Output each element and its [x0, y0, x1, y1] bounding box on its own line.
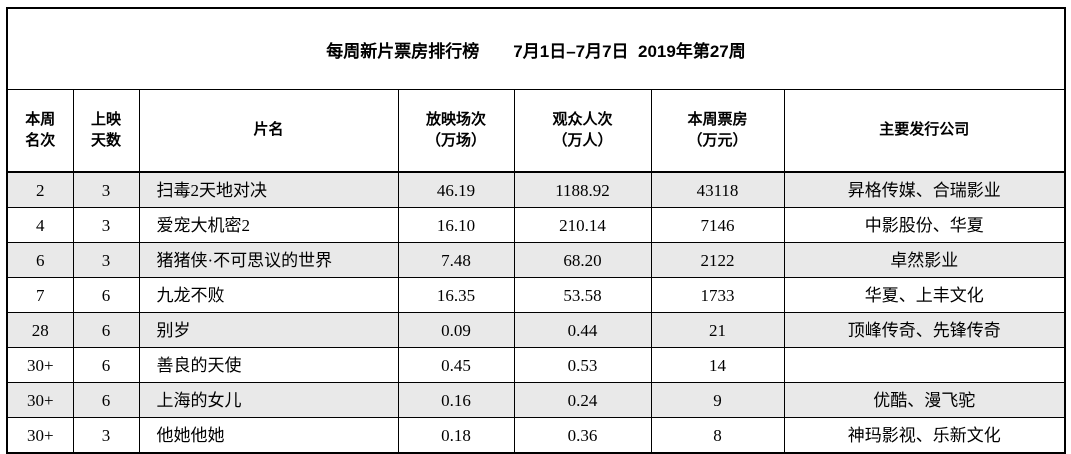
cell-rank: 6	[6, 242, 74, 278]
cell-screenings: 7.48	[397, 242, 515, 278]
cell-days: 6	[72, 312, 140, 348]
cell-days: 3	[72, 242, 140, 278]
cell-admissions: 0.53	[513, 347, 652, 383]
cell-rank: 4	[6, 207, 74, 243]
cell-distributor: 优酷、漫飞驼	[783, 382, 1066, 418]
cell-admissions: 210.14	[513, 207, 652, 243]
cell-days: 3	[72, 171, 140, 208]
cell-film: 九龙不败	[138, 277, 399, 313]
cell-rank: 7	[6, 277, 74, 313]
cell-box-office: 7146	[650, 207, 785, 243]
col-header-film: 片名	[138, 89, 399, 173]
col-header-admissions: 观众人次 （万人）	[513, 89, 652, 173]
cell-screenings: 0.45	[397, 347, 515, 383]
cell-box-office: 8	[650, 417, 785, 454]
cell-box-office: 14	[650, 347, 785, 383]
cell-admissions: 68.20	[513, 242, 652, 278]
table-row: 4 3 爱宠大机密2 16.10 210.14 7146 中影股份、华夏	[6, 207, 1066, 243]
cell-screenings: 16.10	[397, 207, 515, 243]
cell-film: 上海的女儿	[138, 382, 399, 418]
cell-distributor: 顶峰传奇、先锋传奇	[783, 312, 1066, 348]
col-header-distributor: 主要发行公司	[783, 89, 1066, 173]
cell-film: 善良的天使	[138, 347, 399, 383]
cell-box-office: 9	[650, 382, 785, 418]
cell-days: 6	[72, 382, 140, 418]
table-row: 2 3 扫毒2天地对决 46.19 1188.92 43118 昇格传媒、合瑞影…	[6, 171, 1066, 208]
cell-rank: 30+	[6, 347, 74, 383]
cell-screenings: 0.09	[397, 312, 515, 348]
col-header-screenings: 放映场次 （万场）	[397, 89, 515, 173]
table-row: 30+ 3 他她他她 0.18 0.36 8 神玛影视、乐新文化	[6, 417, 1066, 454]
cell-screenings: 16.35	[397, 277, 515, 313]
weekly-box-office-table: 每周新片票房排行榜 7月1日–7月7日 2019年第27周 本周 名次 上映 天…	[6, 7, 1067, 454]
cell-box-office: 1733	[650, 277, 785, 313]
cell-days: 3	[72, 207, 140, 243]
cell-distributor: 中影股份、华夏	[783, 207, 1066, 243]
cell-rank: 28	[6, 312, 74, 348]
cell-film: 扫毒2天地对决	[138, 171, 399, 208]
cell-box-office: 2122	[650, 242, 785, 278]
cell-film: 别岁	[138, 312, 399, 348]
cell-rank: 30+	[6, 417, 74, 454]
cell-film: 爱宠大机密2	[138, 207, 399, 243]
table-row: 28 6 别岁 0.09 0.44 21 顶峰传奇、先锋传奇	[6, 312, 1066, 348]
cell-admissions: 0.24	[513, 382, 652, 418]
table-row: 30+ 6 善良的天使 0.45 0.53 14	[6, 347, 1066, 383]
cell-days: 3	[72, 417, 140, 454]
table-row: 6 3 猪猪侠·不可思议的世界 7.48 68.20 2122 卓然影业	[6, 242, 1066, 278]
table-row: 30+ 6 上海的女儿 0.16 0.24 9 优酷、漫飞驼	[6, 382, 1066, 418]
cell-days: 6	[72, 277, 140, 313]
cell-distributor: 神玛影视、乐新文化	[783, 417, 1066, 454]
cell-distributor: 卓然影业	[783, 242, 1066, 278]
cell-admissions: 0.36	[513, 417, 652, 454]
cell-distributor	[783, 347, 1066, 383]
cell-screenings: 46.19	[397, 171, 515, 208]
cell-days: 6	[72, 347, 140, 383]
table-title-row: 每周新片票房排行榜 7月1日–7月7日 2019年第27周	[6, 7, 1066, 90]
col-header-days: 上映 天数	[72, 89, 140, 173]
cell-film: 他她他她	[138, 417, 399, 454]
cell-film: 猪猪侠·不可思议的世界	[138, 242, 399, 278]
col-header-rank: 本周 名次	[6, 89, 74, 173]
cell-box-office: 43118	[650, 171, 785, 208]
cell-admissions: 1188.92	[513, 171, 652, 208]
cell-rank: 2	[6, 171, 74, 208]
table-title: 每周新片票房排行榜 7月1日–7月7日 2019年第27周	[6, 7, 1066, 90]
table-row: 7 6 九龙不败 16.35 53.58 1733 华夏、上丰文化	[6, 277, 1066, 313]
cell-screenings: 0.16	[397, 382, 515, 418]
cell-admissions: 53.58	[513, 277, 652, 313]
table-header-row: 本周 名次 上映 天数 片名 放映场次 （万场） 观众人次 （万人） 本周票房 …	[6, 89, 1066, 173]
cell-box-office: 21	[650, 312, 785, 348]
cell-distributor: 华夏、上丰文化	[783, 277, 1066, 313]
cell-rank: 30+	[6, 382, 74, 418]
col-header-box-office: 本周票房 （万元）	[650, 89, 785, 173]
cell-screenings: 0.18	[397, 417, 515, 454]
cell-distributor: 昇格传媒、合瑞影业	[783, 171, 1066, 208]
cell-admissions: 0.44	[513, 312, 652, 348]
